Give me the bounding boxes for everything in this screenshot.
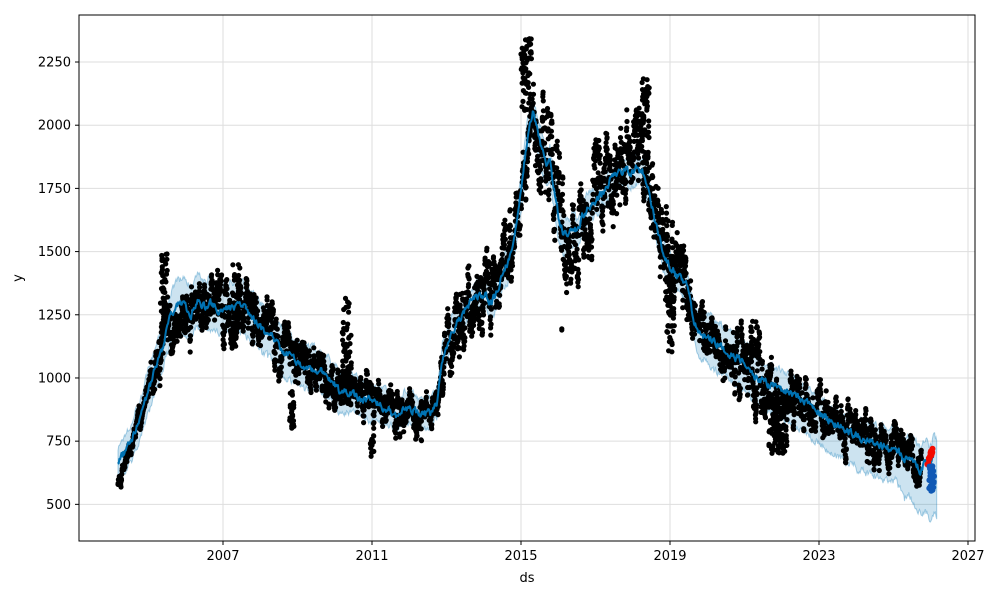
y-tick-label: 500 [46,498,71,513]
tick-marks [75,61,969,545]
plot-border [78,14,976,542]
y-tick-labels: 500 750 1000 1250 1500 1750 2000 2250 [38,56,71,513]
x-tick-label: 2023 [802,549,835,564]
y-tick-label: 2000 [38,119,71,134]
forecast-line [117,110,935,476]
x-tick-label: 2027 [951,549,984,564]
forecast-points [926,463,937,494]
y-tick-label: 1750 [38,182,71,197]
y-tick-label: 2250 [38,56,71,71]
y-tick-label: 1250 [38,308,71,323]
y-tick-label: 1000 [38,371,71,386]
x-axis-label: ds [519,571,534,586]
x-tick-label: 2019 [653,549,686,564]
y-tick-label: 1500 [38,245,71,260]
anomaly-points [924,445,936,468]
observed-scatter-dots [115,36,925,490]
x-tick-label: 2007 [206,549,239,564]
observed-scatter [115,36,925,490]
x-tick-labels: 2007 2011 2015 2019 2023 2027 [206,549,984,564]
forecast-line-path [117,110,935,476]
y-tick-label: 750 [46,435,71,450]
x-tick-label: 2011 [355,549,388,564]
y-axis-label: y [11,274,26,282]
x-tick-label: 2015 [504,549,537,564]
